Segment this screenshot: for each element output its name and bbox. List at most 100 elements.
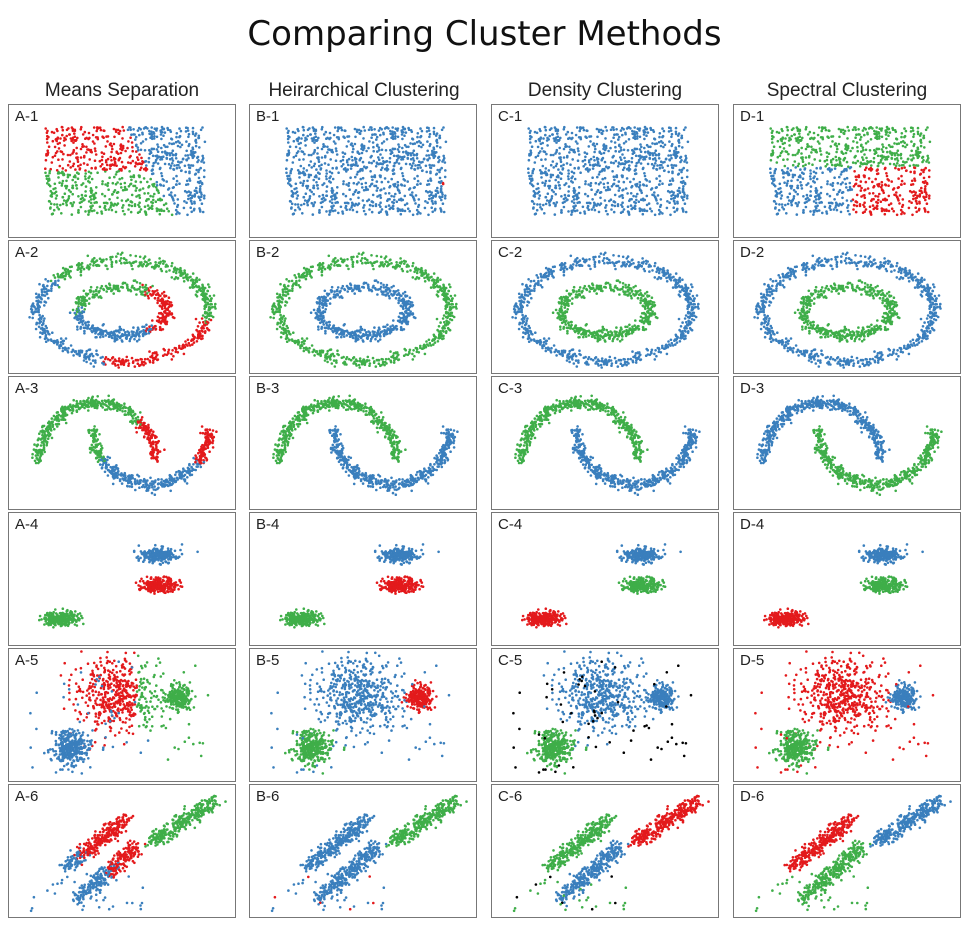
scatter-point <box>155 180 159 184</box>
scatter-point <box>637 154 641 158</box>
scatter-point <box>336 200 339 204</box>
scatter-point <box>116 181 119 184</box>
scatter-point <box>84 352 88 356</box>
scatter-point <box>141 325 144 329</box>
scatter-point <box>658 132 662 135</box>
scatter-point <box>606 212 609 216</box>
scatter-point <box>925 195 928 199</box>
scatter-point <box>194 138 198 142</box>
scatter-point <box>172 199 175 202</box>
scatter-point <box>550 188 554 192</box>
scatter-point <box>617 161 621 164</box>
scatter-point <box>118 156 122 160</box>
scatter-point <box>160 146 163 150</box>
scatter-point <box>435 144 439 148</box>
scatter-point <box>896 149 900 152</box>
scatter-point <box>186 338 190 342</box>
scatter-point <box>101 135 104 138</box>
scatter-point <box>346 163 350 167</box>
scatter-point <box>380 142 384 145</box>
scatter-point <box>121 358 124 361</box>
scatter-point <box>846 144 850 148</box>
scatter-point <box>396 127 400 130</box>
scatter-point <box>663 143 667 147</box>
scatter-point <box>162 203 166 207</box>
scatter-point <box>434 134 438 137</box>
scatter-point <box>300 150 303 153</box>
scatter-point <box>903 127 906 130</box>
scatter-point <box>844 145 848 148</box>
scatter-point <box>312 127 316 131</box>
scatter-point <box>875 126 878 129</box>
scatter-point <box>128 126 131 129</box>
scatter-point <box>778 203 781 206</box>
scatter-point <box>82 303 86 307</box>
scatter-point <box>368 185 372 188</box>
scatter-point <box>86 254 90 258</box>
scatter-point <box>377 158 381 161</box>
scatter-point <box>196 285 199 289</box>
scatter-point <box>91 258 94 261</box>
scatter-point <box>541 181 544 184</box>
scatter-point <box>127 364 130 367</box>
scatter-point <box>362 125 365 129</box>
scatter-point <box>774 202 778 206</box>
scatter-point <box>900 174 903 178</box>
scatter-point <box>64 272 68 276</box>
scatter-point <box>331 177 335 181</box>
scatter-point <box>896 153 900 157</box>
scatter-point <box>82 289 86 293</box>
scatter-point <box>771 151 775 155</box>
scatter-point <box>112 156 116 160</box>
scatter-point <box>185 179 189 183</box>
scatter-point <box>81 323 84 326</box>
scatter-point <box>28 316 31 319</box>
scatter-point <box>176 140 180 143</box>
scatter-point <box>632 150 635 153</box>
scatter-point <box>655 177 658 180</box>
scatter-point <box>533 191 537 195</box>
scatter-point <box>536 192 539 195</box>
scatter-point <box>429 171 432 175</box>
scatter-point <box>643 125 647 129</box>
scatter-point <box>853 126 856 129</box>
panel-label: C-1 <box>498 108 522 125</box>
scatter-point <box>867 127 871 130</box>
scatter-point <box>130 193 134 197</box>
scatter-point <box>65 203 68 207</box>
scatter-point <box>792 195 796 198</box>
scatter-point <box>644 150 647 154</box>
scatter-point <box>790 128 794 132</box>
scatter-point <box>538 203 542 206</box>
scatter-point <box>146 192 150 195</box>
scatter-point <box>75 307 79 311</box>
scatter-point <box>136 158 140 161</box>
scatter-point <box>801 158 804 161</box>
scatter-point <box>381 162 384 166</box>
scatter-point <box>314 174 318 177</box>
scatter-point <box>125 333 128 337</box>
scatter-point <box>308 188 312 192</box>
scatter-point <box>629 127 632 130</box>
scatter-point <box>809 172 812 175</box>
scatter-point <box>353 142 357 146</box>
scatter-point <box>668 201 671 204</box>
scatter-point <box>611 156 614 159</box>
scatter-point <box>588 163 592 167</box>
scatter-point <box>831 157 835 161</box>
scatter-point <box>59 137 62 140</box>
scatter-point <box>875 133 879 136</box>
scatter-point <box>656 202 659 205</box>
scatter-point <box>193 134 197 137</box>
scatter-point <box>589 181 593 185</box>
scatter-point <box>110 265 114 268</box>
scatter-point <box>433 209 437 212</box>
scatter-point <box>201 126 204 129</box>
scatter-point <box>93 295 96 299</box>
scatter-point <box>121 206 124 209</box>
scatter-point <box>148 360 152 364</box>
scatter-point <box>536 145 540 149</box>
scatter-point <box>79 312 82 315</box>
scatter-point <box>160 292 164 295</box>
scatter-point <box>190 196 194 200</box>
